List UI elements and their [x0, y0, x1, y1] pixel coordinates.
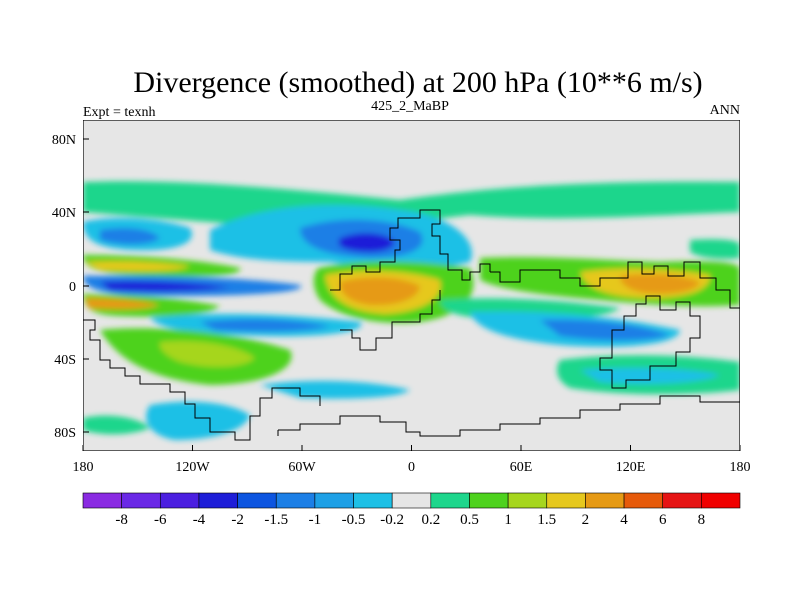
colorbar-label: -1	[309, 512, 322, 528]
y-tick-label: 80N	[52, 133, 76, 148]
coastline-africa-south	[340, 290, 441, 351]
colorbar-swatch	[623, 492, 664, 509]
coastline-europe-africa	[330, 209, 491, 291]
y-tick-label: 80S	[54, 426, 76, 441]
x-tick-label: 120E	[616, 460, 646, 475]
colorbar-swatch	[121, 492, 161, 509]
colorbar-label: 1.5	[537, 512, 556, 528]
colorbar-label: 1	[504, 512, 512, 528]
coastline-antarctica	[278, 395, 740, 437]
colorbar-swatch	[701, 492, 741, 509]
contour-far-south	[83, 415, 150, 435]
colorbar-label: -1.5	[264, 512, 288, 528]
colorbar-label: -4	[193, 512, 206, 528]
contour-eq-dark	[100, 281, 230, 292]
colorbar-swatch	[585, 492, 625, 509]
contour-east-orange	[620, 274, 700, 294]
contour-southern-cyan2	[260, 380, 410, 399]
colorbar-label: -0.5	[342, 512, 366, 528]
axis-ticks	[82, 138, 741, 451]
y-tick-label: 40N	[52, 206, 76, 221]
contour-east-pac-green	[690, 239, 740, 259]
colorbar-swatch	[391, 492, 432, 509]
x-tick-label: 180	[730, 460, 751, 475]
chart-title: Divergence (smoothed) at 200 hPa (10**6 …	[133, 66, 702, 99]
x-tick-label: 0	[408, 460, 415, 475]
contour-indian-blue2	[540, 319, 670, 341]
contour-north-band	[83, 181, 740, 228]
colorbar-swatch	[430, 492, 470, 509]
colorbar-label: -0.2	[380, 512, 404, 528]
colorbar-swatch	[159, 492, 200, 509]
colorbar-label: 8	[698, 512, 706, 528]
contour-southern-cyan	[146, 401, 250, 440]
x-tick-labels: 180 120W 60W 0 60E 120E 180	[73, 460, 751, 475]
colorbar-label: 2	[582, 512, 590, 528]
x-tick-label: 120W	[175, 460, 210, 475]
colorbar-label: 0.2	[421, 512, 440, 528]
x-tick-label: 60W	[288, 460, 316, 475]
contour-spac-yellow	[159, 340, 255, 367]
colorbar-swatch	[275, 492, 316, 509]
coastline-asia	[490, 261, 740, 309]
contour-africa-orange	[340, 277, 420, 306]
subtitle-center: 425_2_MaBP	[371, 99, 449, 114]
colorbar-label: 6	[659, 512, 667, 528]
subtitle-left: Expt = texnh	[83, 105, 155, 120]
contour-eq-yellow-north	[85, 261, 190, 272]
coastlines	[83, 209, 740, 441]
contour-spac-blue2	[200, 319, 330, 332]
coastline-south-america	[83, 319, 321, 441]
y-tick-label: 40S	[54, 353, 76, 368]
colorbar: -8 -6 -4 -2 -1.5 -1 -0.5 -0.2 0.2 0.5 1 1.5 2 4 6 8	[82, 492, 741, 528]
contour-eq-orange-south	[85, 298, 160, 310]
colorbar-label: -8	[115, 512, 128, 528]
colorbar-swatch	[546, 492, 586, 509]
colorbar-swatch	[353, 492, 393, 509]
y-tick-label: 0	[69, 280, 76, 295]
colorbar-swatch	[507, 492, 548, 509]
y-tick-labels: 80N 40N 0 40S 80S	[52, 133, 76, 441]
x-tick-label: 180	[73, 460, 94, 475]
colorbar-swatch	[314, 492, 354, 509]
divergence-contours	[83, 181, 740, 440]
colorbar-label: 4	[620, 512, 628, 528]
colorbar-swatch	[82, 492, 122, 509]
subtitle-right: ANN	[710, 103, 740, 118]
contour-westpac-blue2	[100, 228, 160, 245]
x-tick-label: 60E	[510, 460, 533, 475]
colorbar-label: -6	[154, 512, 167, 528]
colorbar-label: -2	[231, 512, 244, 528]
colorbar-swatch	[662, 492, 702, 509]
colorbar-swatch	[469, 492, 509, 509]
colorbar-label: 0.5	[460, 512, 479, 528]
contour-atlantic-dark	[338, 233, 395, 252]
colorbar-swatch	[198, 492, 238, 509]
colorbar-swatch	[237, 492, 277, 509]
map-plot-area	[83, 120, 740, 451]
coastline-australia	[599, 295, 701, 389]
